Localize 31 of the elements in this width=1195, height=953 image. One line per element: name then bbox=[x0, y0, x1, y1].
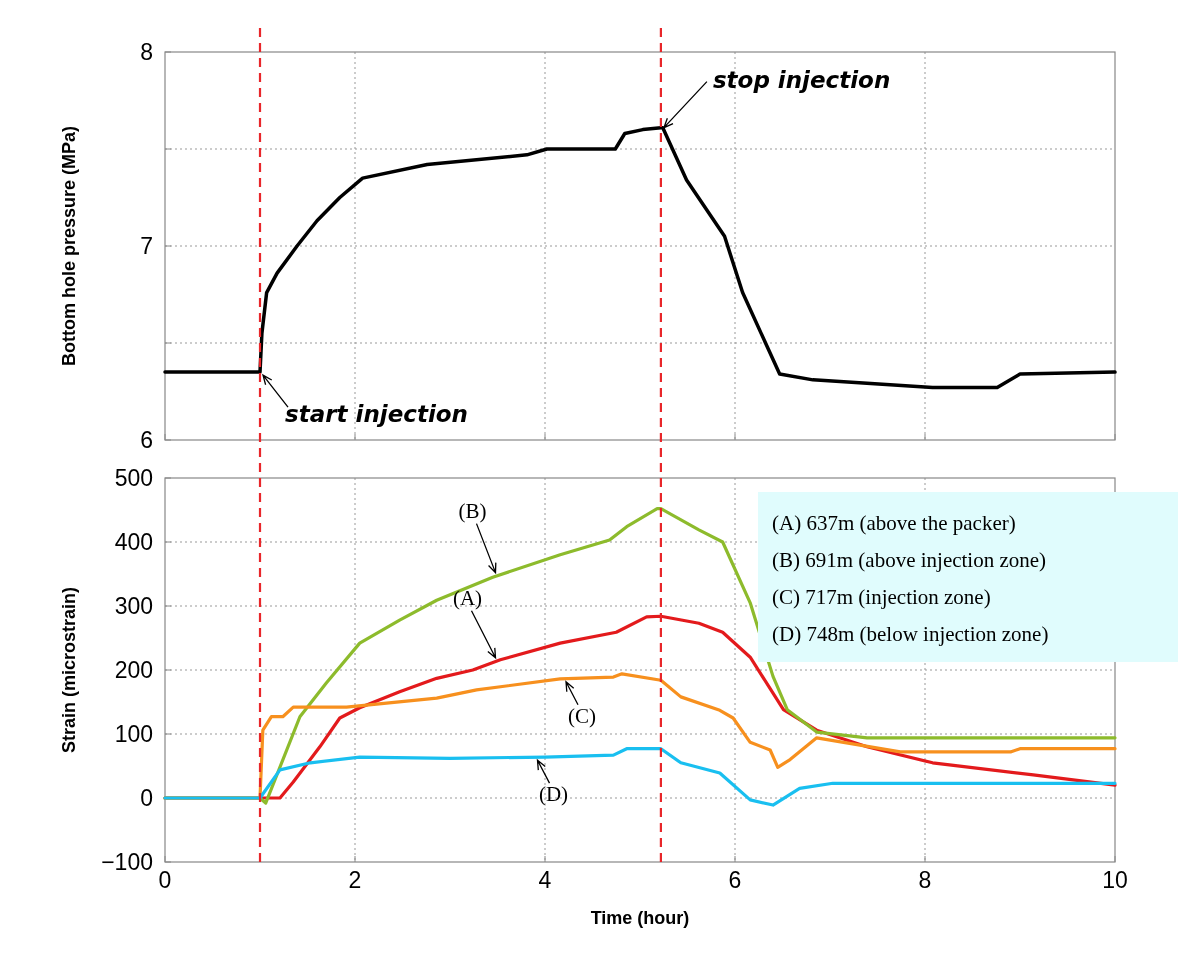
annotation: stop injection bbox=[712, 66, 891, 93]
annotation: (C) 717m (injection zone) bbox=[772, 585, 991, 609]
y-tick-label: 8 bbox=[140, 39, 153, 65]
y-tick-label: 100 bbox=[114, 721, 153, 747]
y-tick-label: 200 bbox=[114, 657, 153, 683]
annotation: (B) 691m (above injection zone) bbox=[772, 548, 1047, 572]
series-label: (D) bbox=[538, 782, 569, 807]
text: (A) bbox=[452, 585, 483, 610]
y-tick-label: −100 bbox=[101, 849, 153, 875]
y-tick-label: 7 bbox=[140, 233, 153, 259]
y-axis-title: Strain (microstrain) bbox=[59, 586, 79, 754]
x-tick-label: 0 bbox=[158, 867, 172, 893]
annotation: (D) 748m (below injection zone) bbox=[772, 622, 1049, 646]
y-tick-label: 6 bbox=[140, 427, 153, 453]
line-series bbox=[163, 747, 1117, 807]
x-tick-label: 10 bbox=[1102, 867, 1128, 893]
y-tick-label: 500 bbox=[114, 465, 153, 491]
line-series bbox=[163, 125, 1117, 390]
text: (B) bbox=[458, 498, 487, 523]
x-axis-title: Time (hour) bbox=[590, 908, 690, 928]
annotation: (A) 637m (above the packer) bbox=[772, 511, 1016, 535]
annotation: start injection bbox=[285, 401, 468, 428]
y-tick-label: 400 bbox=[114, 529, 153, 555]
y-axis-title: Bottom hole pressure (MPa) bbox=[59, 125, 79, 367]
x-tick-label: 2 bbox=[348, 867, 362, 893]
y-tick-label: 0 bbox=[140, 785, 153, 811]
y-tick-label: 300 bbox=[114, 593, 153, 619]
series-label: (C) bbox=[568, 703, 596, 728]
x-tick-label: 6 bbox=[728, 867, 742, 893]
x-tick-label: 4 bbox=[538, 867, 552, 893]
x-tick-label: 8 bbox=[918, 867, 932, 893]
